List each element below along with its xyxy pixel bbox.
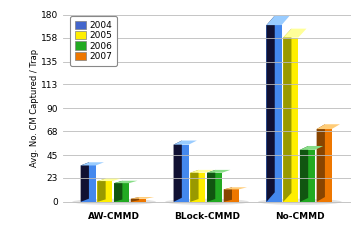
Polygon shape xyxy=(283,38,298,202)
Polygon shape xyxy=(190,173,205,202)
Polygon shape xyxy=(207,170,215,202)
Ellipse shape xyxy=(165,199,249,205)
Polygon shape xyxy=(190,170,199,202)
Polygon shape xyxy=(131,197,139,202)
Polygon shape xyxy=(114,183,129,202)
Polygon shape xyxy=(207,170,230,173)
Polygon shape xyxy=(114,181,122,202)
Polygon shape xyxy=(174,145,189,202)
Y-axis label: Avg. No. CM Captured / Trap: Avg. No. CM Captured / Trap xyxy=(31,49,40,167)
Polygon shape xyxy=(131,199,146,202)
Polygon shape xyxy=(266,16,290,25)
Polygon shape xyxy=(266,25,282,202)
Polygon shape xyxy=(174,141,197,145)
Polygon shape xyxy=(81,162,104,165)
Polygon shape xyxy=(81,165,96,202)
Polygon shape xyxy=(266,16,275,202)
Polygon shape xyxy=(317,124,325,202)
Polygon shape xyxy=(207,173,222,202)
Polygon shape xyxy=(300,146,323,150)
Polygon shape xyxy=(97,178,105,202)
Ellipse shape xyxy=(72,199,156,205)
Polygon shape xyxy=(97,178,121,181)
Ellipse shape xyxy=(258,199,342,205)
Polygon shape xyxy=(283,29,292,202)
Polygon shape xyxy=(300,146,308,202)
Polygon shape xyxy=(131,197,154,199)
Polygon shape xyxy=(97,181,112,202)
Polygon shape xyxy=(317,124,340,129)
Polygon shape xyxy=(224,187,232,202)
Polygon shape xyxy=(114,181,138,183)
Polygon shape xyxy=(174,141,182,202)
Polygon shape xyxy=(300,150,315,202)
Polygon shape xyxy=(224,189,239,202)
Polygon shape xyxy=(81,162,89,202)
Polygon shape xyxy=(190,170,213,173)
Legend: 2004, 2005, 2006, 2007: 2004, 2005, 2006, 2007 xyxy=(71,16,117,66)
Polygon shape xyxy=(224,187,247,189)
Polygon shape xyxy=(283,29,306,38)
Polygon shape xyxy=(317,129,332,202)
